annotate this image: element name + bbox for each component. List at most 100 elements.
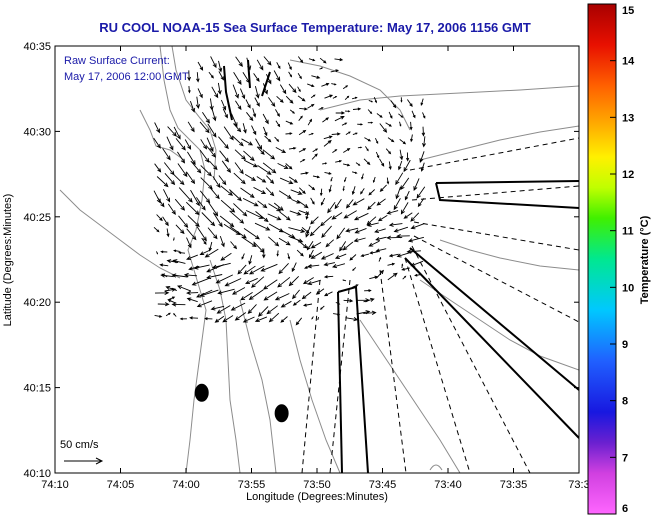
current-vector xyxy=(193,264,210,270)
current-vector xyxy=(409,121,413,131)
current-vector xyxy=(410,260,424,267)
current-vector xyxy=(240,187,255,199)
current-vector xyxy=(245,277,258,285)
current-vector xyxy=(237,264,247,275)
current-vector xyxy=(257,200,268,209)
current-vector xyxy=(164,173,176,186)
current-vector xyxy=(242,316,255,323)
current-vector xyxy=(262,83,268,95)
colorbar-tick-label: 8 xyxy=(622,396,628,408)
current-vector xyxy=(173,126,181,140)
current-vector xyxy=(275,120,281,128)
current-vector xyxy=(255,138,263,150)
current-vector xyxy=(393,198,401,211)
current-vector xyxy=(299,159,306,163)
current-vector xyxy=(416,186,426,199)
current-vector xyxy=(311,75,321,79)
current-vector xyxy=(297,86,301,93)
current-vector xyxy=(243,159,258,168)
current-vector xyxy=(220,252,232,261)
current-vector xyxy=(297,199,309,209)
current-vector xyxy=(398,113,404,118)
current-vector xyxy=(298,209,310,215)
current-vector xyxy=(376,269,384,279)
current-vector xyxy=(245,99,251,109)
current-vector xyxy=(278,190,292,199)
current-vector xyxy=(367,201,376,211)
current-vector xyxy=(223,126,234,141)
colorbar-tick-label: 12 xyxy=(622,169,634,181)
colorbar-ticks: 6 7 8 9 10 11 12 13 14 15 xyxy=(610,3,635,515)
current-vector xyxy=(215,274,233,284)
current-vector xyxy=(290,189,303,195)
current-vector xyxy=(297,73,302,80)
colorbar-gradient xyxy=(587,3,617,515)
current-vector xyxy=(171,273,188,278)
current-vector xyxy=(299,107,308,111)
current-vector xyxy=(230,241,238,250)
current-vector xyxy=(160,273,174,278)
current-vector xyxy=(232,84,239,99)
current-vector xyxy=(344,177,347,183)
current-vector xyxy=(351,96,358,100)
current-vector xyxy=(174,198,186,211)
current-vector xyxy=(303,303,313,307)
current-vector xyxy=(212,212,223,228)
current-vector xyxy=(232,135,244,147)
current-vector xyxy=(208,241,213,252)
current-vector xyxy=(224,278,242,287)
current-vector xyxy=(401,263,404,269)
current-vector xyxy=(323,262,335,267)
current-vector xyxy=(349,254,357,261)
current-vector xyxy=(216,305,231,314)
current-vector xyxy=(334,115,345,122)
current-vector xyxy=(254,97,260,107)
current-vector xyxy=(336,227,346,240)
current-vector xyxy=(264,135,272,143)
current-vector xyxy=(260,263,278,272)
current-vector xyxy=(374,228,386,234)
current-vector xyxy=(221,160,232,174)
current-vector xyxy=(367,109,373,115)
current-vector xyxy=(218,71,225,81)
current-vector xyxy=(331,132,341,136)
current-vector xyxy=(276,250,279,257)
current-vector xyxy=(186,254,198,261)
current-vector xyxy=(263,56,272,66)
current-vector xyxy=(400,97,403,103)
current-vector xyxy=(179,317,187,321)
current-vector xyxy=(361,173,364,180)
colorbar-tick-label: 10 xyxy=(622,282,634,294)
current-vector xyxy=(315,288,325,295)
current-vector xyxy=(177,163,188,178)
current-vector xyxy=(241,253,245,260)
current-vector xyxy=(187,121,195,133)
current-vector xyxy=(321,82,330,87)
current-vector xyxy=(388,222,403,227)
current-vector xyxy=(375,151,380,159)
x-tick-label: 73:35 xyxy=(500,479,528,491)
current-vector xyxy=(341,122,348,126)
current-vector xyxy=(285,132,293,135)
current-vector xyxy=(210,56,217,69)
current-vector xyxy=(378,256,382,262)
current-vector xyxy=(175,224,185,235)
current-vector xyxy=(242,197,259,207)
current-vector xyxy=(343,299,354,303)
current-vector xyxy=(422,136,426,148)
current-vector xyxy=(292,289,300,300)
current-vector xyxy=(211,86,219,99)
x-tick-label: 73:3 xyxy=(568,479,589,491)
current-vector xyxy=(222,315,234,323)
current-vector xyxy=(201,212,216,227)
current-vector xyxy=(187,151,196,166)
current-vector xyxy=(185,201,200,216)
current-vector xyxy=(322,162,328,165)
y-tick-label: 40:10 xyxy=(23,468,51,480)
current-vector xyxy=(171,302,186,307)
current-vector xyxy=(241,236,257,248)
current-vector xyxy=(379,184,387,192)
current-vector xyxy=(253,187,267,194)
current-vector xyxy=(357,123,364,126)
current-vector xyxy=(357,146,363,149)
